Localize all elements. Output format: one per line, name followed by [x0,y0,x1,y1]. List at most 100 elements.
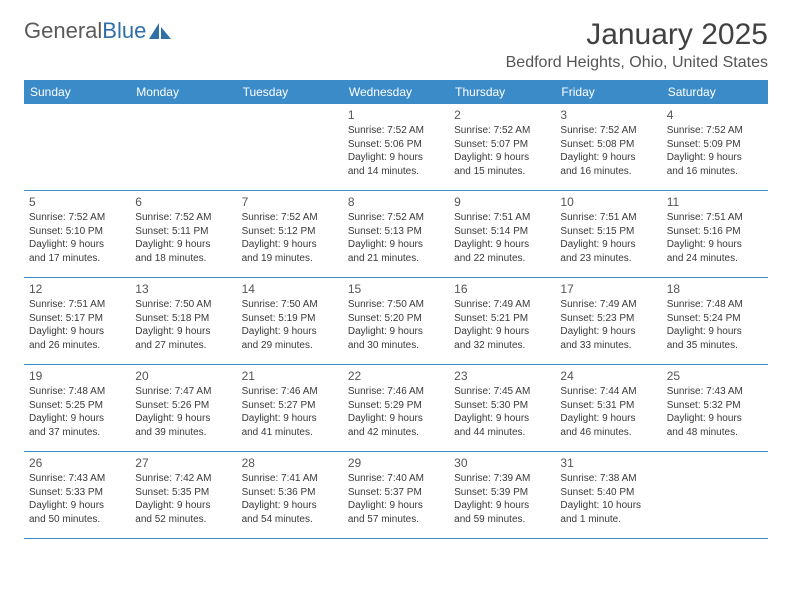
day-detail-line: Sunset: 5:25 PM [29,399,125,413]
day-detail-line: and 44 minutes. [454,426,550,440]
day-number: 9 [454,194,550,210]
day-cell: 25Sunrise: 7:43 AMSunset: 5:32 PMDayligh… [662,365,768,451]
day-cell: 8Sunrise: 7:52 AMSunset: 5:13 PMDaylight… [343,191,449,277]
day-detail-line: Daylight: 9 hours [560,412,656,426]
week-row: 19Sunrise: 7:48 AMSunset: 5:25 PMDayligh… [24,365,768,452]
day-number: 23 [454,368,550,384]
day-detail-line: Sunset: 5:11 PM [135,225,231,239]
day-detail-line: and 30 minutes. [348,339,444,353]
day-detail-line: Daylight: 9 hours [348,238,444,252]
day-detail-line: Daylight: 9 hours [667,151,763,165]
day-cell: 31Sunrise: 7:38 AMSunset: 5:40 PMDayligh… [555,452,661,538]
day-cell: 7Sunrise: 7:52 AMSunset: 5:12 PMDaylight… [237,191,343,277]
day-detail-line: Sunrise: 7:41 AM [242,472,338,486]
day-number: 28 [242,455,338,471]
day-number: 29 [348,455,444,471]
day-detail-line: Daylight: 9 hours [29,238,125,252]
day-detail-line: Sunset: 5:40 PM [560,486,656,500]
weeks-container: 1Sunrise: 7:52 AMSunset: 5:06 PMDaylight… [24,104,768,539]
week-row: 12Sunrise: 7:51 AMSunset: 5:17 PMDayligh… [24,278,768,365]
day-detail-line: and 50 minutes. [29,513,125,527]
day-detail-line: Sunrise: 7:50 AM [242,298,338,312]
day-cell: 20Sunrise: 7:47 AMSunset: 5:26 PMDayligh… [130,365,236,451]
day-detail-line: Daylight: 9 hours [135,238,231,252]
day-detail-line: Sunrise: 7:43 AM [667,385,763,399]
logo-text: GeneralBlue [24,18,146,44]
page-header: GeneralBlue January 2025 Bedford Heights… [24,18,768,72]
day-detail-line: Sunrise: 7:52 AM [667,124,763,138]
day-detail-line: Sunset: 5:06 PM [348,138,444,152]
day-detail-line: Sunset: 5:23 PM [560,312,656,326]
day-detail-line: Sunrise: 7:52 AM [454,124,550,138]
day-detail-line: Sunrise: 7:38 AM [560,472,656,486]
day-detail-line: and 17 minutes. [29,252,125,266]
logo-sail-icon [148,22,172,40]
day-detail-line: and 22 minutes. [454,252,550,266]
day-detail-line: Sunset: 5:37 PM [348,486,444,500]
day-detail-line: and 19 minutes. [242,252,338,266]
day-detail-line: and 52 minutes. [135,513,231,527]
day-number: 5 [29,194,125,210]
day-detail-line: Sunrise: 7:52 AM [560,124,656,138]
day-detail-line: and 48 minutes. [667,426,763,440]
day-cell: 23Sunrise: 7:45 AMSunset: 5:30 PMDayligh… [449,365,555,451]
day-cell: 13Sunrise: 7:50 AMSunset: 5:18 PMDayligh… [130,278,236,364]
day-cell: 12Sunrise: 7:51 AMSunset: 5:17 PMDayligh… [24,278,130,364]
day-detail-line: Daylight: 9 hours [242,499,338,513]
day-detail-line: and 24 minutes. [667,252,763,266]
day-detail-line: Sunset: 5:21 PM [454,312,550,326]
day-number: 24 [560,368,656,384]
day-cell: 10Sunrise: 7:51 AMSunset: 5:15 PMDayligh… [555,191,661,277]
day-cell: 4Sunrise: 7:52 AMSunset: 5:09 PMDaylight… [662,104,768,190]
day-detail-line: and 16 minutes. [560,165,656,179]
day-detail-line: and 27 minutes. [135,339,231,353]
day-cell: 26Sunrise: 7:43 AMSunset: 5:33 PMDayligh… [24,452,130,538]
day-detail-line: and 21 minutes. [348,252,444,266]
day-cell: 1Sunrise: 7:52 AMSunset: 5:06 PMDaylight… [343,104,449,190]
day-detail-line: Daylight: 9 hours [560,325,656,339]
day-detail-line: Sunrise: 7:40 AM [348,472,444,486]
day-number: 22 [348,368,444,384]
day-detail-line: Sunset: 5:35 PM [135,486,231,500]
day-detail-line: Sunset: 5:32 PM [667,399,763,413]
day-detail-line: Sunset: 5:08 PM [560,138,656,152]
day-detail-line: Daylight: 9 hours [667,238,763,252]
weekday-header: Tuesday [237,80,343,104]
day-detail-line: Daylight: 9 hours [135,412,231,426]
day-detail-line: Sunset: 5:17 PM [29,312,125,326]
day-detail-line: Sunset: 5:19 PM [242,312,338,326]
location-subtitle: Bedford Heights, Ohio, United States [506,54,768,72]
day-detail-line: Daylight: 9 hours [135,499,231,513]
day-detail-line: and 14 minutes. [348,165,444,179]
day-detail-line: Sunrise: 7:49 AM [560,298,656,312]
day-detail-line: Sunset: 5:31 PM [560,399,656,413]
day-cell: 5Sunrise: 7:52 AMSunset: 5:10 PMDaylight… [24,191,130,277]
logo-part2: Blue [102,18,146,43]
day-detail-line: Sunset: 5:12 PM [242,225,338,239]
empty-cell [662,452,768,538]
day-detail-line: Daylight: 9 hours [29,499,125,513]
day-number: 19 [29,368,125,384]
day-detail-line: Sunrise: 7:48 AM [667,298,763,312]
day-detail-line: and 35 minutes. [667,339,763,353]
day-detail-line: and 42 minutes. [348,426,444,440]
day-detail-line: Sunset: 5:29 PM [348,399,444,413]
day-detail-line: and 37 minutes. [29,426,125,440]
day-number: 13 [135,281,231,297]
day-detail-line: Daylight: 9 hours [348,151,444,165]
week-row: 1Sunrise: 7:52 AMSunset: 5:06 PMDaylight… [24,104,768,191]
day-number: 21 [242,368,338,384]
day-detail-line: Sunrise: 7:44 AM [560,385,656,399]
day-detail-line: and 1 minute. [560,513,656,527]
day-cell: 16Sunrise: 7:49 AMSunset: 5:21 PMDayligh… [449,278,555,364]
day-number: 25 [667,368,763,384]
empty-cell [130,104,236,190]
day-detail-line: and 39 minutes. [135,426,231,440]
day-detail-line: Sunrise: 7:52 AM [348,124,444,138]
day-number: 11 [667,194,763,210]
day-detail-line: Sunset: 5:18 PM [135,312,231,326]
day-number: 27 [135,455,231,471]
day-detail-line: Sunrise: 7:42 AM [135,472,231,486]
day-detail-line: Sunrise: 7:49 AM [454,298,550,312]
day-cell: 14Sunrise: 7:50 AMSunset: 5:19 PMDayligh… [237,278,343,364]
